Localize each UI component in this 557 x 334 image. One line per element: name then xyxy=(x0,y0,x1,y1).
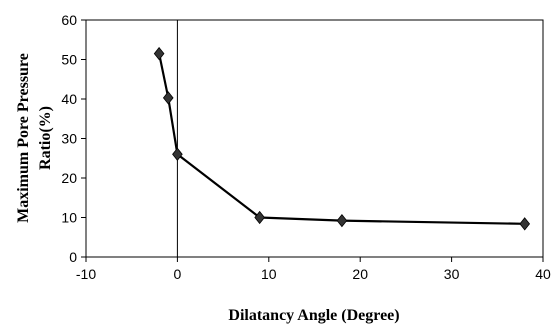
y-axis-title-line2: Ratio(%) xyxy=(37,106,54,170)
x-tick-label: 0 xyxy=(174,266,182,282)
y-axis-title-line1: Maximum Pore Pressure xyxy=(15,53,32,223)
x-tick-label: 20 xyxy=(352,266,368,282)
data-point xyxy=(172,147,183,161)
data-point xyxy=(519,217,531,231)
series xyxy=(153,46,531,231)
x-tick-label: 30 xyxy=(444,266,460,282)
plot-area xyxy=(86,20,543,257)
y-axis-title: Maximum Pore Pressure Ratio(%) xyxy=(15,53,54,223)
data-point xyxy=(254,210,265,225)
y-tick-label: 30 xyxy=(61,131,77,147)
data-point xyxy=(153,46,165,61)
y-tick-label: 20 xyxy=(61,170,77,186)
y-tick-label: 10 xyxy=(61,210,77,226)
x-tick-label: -10 xyxy=(76,266,96,282)
y-tick-label: 60 xyxy=(61,12,77,28)
y-tick-label: 40 xyxy=(61,91,77,107)
data-point xyxy=(336,214,348,228)
x-tick-label: 40 xyxy=(535,266,551,282)
data-point xyxy=(162,91,174,105)
y-tick-label: 0 xyxy=(69,249,77,265)
series-line xyxy=(158,53,525,225)
x-tick-label: 10 xyxy=(261,266,277,282)
x-axis-title: Dilatancy Angle (Degree) xyxy=(228,307,399,324)
y-tick-label: 50 xyxy=(61,52,77,68)
